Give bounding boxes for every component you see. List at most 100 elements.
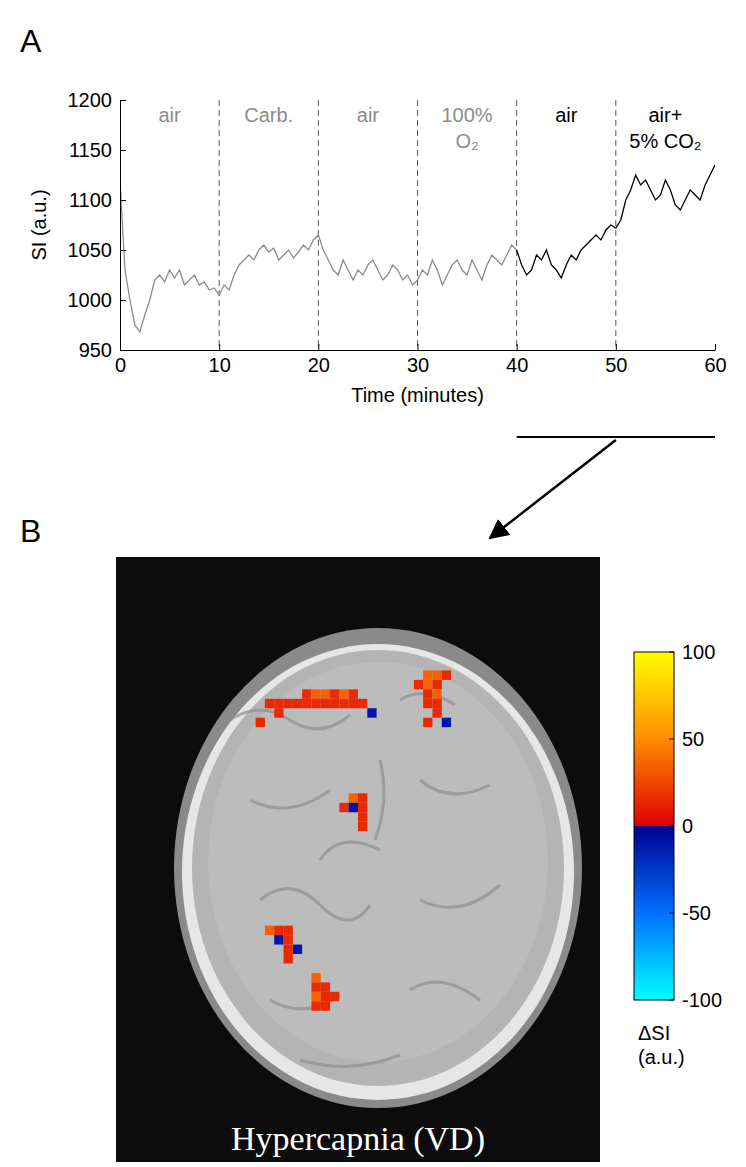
tick: 30: [407, 344, 429, 376]
voxel: [414, 680, 423, 689]
tick-label: 50: [605, 354, 627, 376]
axis-line: [121, 350, 716, 351]
voxel: [311, 689, 320, 698]
tick-mark: [120, 250, 126, 251]
voxel: [311, 1001, 320, 1010]
colorbar-tick: [669, 913, 674, 914]
highlight-range: [517, 436, 715, 438]
segment-label: air: [158, 104, 181, 126]
tick-label: 60: [704, 354, 726, 376]
voxel: [311, 973, 320, 982]
tick-label: 1150: [69, 139, 112, 161]
brain-texture: [375, 760, 384, 840]
voxel: [432, 680, 441, 689]
brain-texture: [410, 982, 480, 1000]
panel-letter: B: [20, 513, 41, 549]
colorbar-tick-label: -50: [682, 902, 711, 924]
voxel: [321, 689, 330, 698]
tick-label: 1200: [68, 89, 113, 111]
voxel: [256, 718, 265, 727]
segment-label-line: O₂: [455, 130, 478, 152]
tick: 60: [704, 344, 726, 376]
voxel: [432, 689, 441, 698]
tick-label: 10: [209, 354, 231, 376]
tick: 1050: [68, 239, 127, 261]
tick-mark: [517, 344, 518, 350]
segment-label-line: 100%: [442, 104, 493, 126]
tick-label: 1000: [68, 289, 113, 311]
voxel: [321, 982, 330, 991]
x-axis-title: Time (minutes): [351, 384, 484, 406]
tick-mark: [318, 344, 319, 350]
segment-divider: [219, 100, 220, 350]
segment-label-line: air: [555, 104, 578, 126]
voxel: [293, 699, 302, 708]
voxel: [274, 708, 283, 717]
voxel: [339, 699, 348, 708]
y-axis-title: SI (a.u.): [28, 189, 50, 260]
colorbar-tick: [669, 739, 674, 740]
voxel: [330, 689, 339, 698]
segment-label-line: Carb.: [244, 104, 293, 126]
figure: A950100010501100115012000102030405060SI …: [0, 0, 746, 1167]
tick-mark: [219, 344, 220, 350]
voxel: [302, 699, 311, 708]
voxel: [442, 670, 451, 679]
tick-mark: [120, 100, 126, 101]
voxel: [432, 670, 441, 679]
tick: 0: [115, 344, 126, 376]
segment-divider: [516, 100, 517, 350]
voxel: [274, 935, 283, 944]
voxel: [311, 699, 320, 708]
segment-label: air: [555, 104, 578, 126]
colorbar-tick: [669, 826, 674, 827]
mri-image: [116, 557, 600, 1162]
voxel: [358, 793, 367, 802]
series-line: [120, 180, 517, 332]
plot-area: [120, 100, 715, 350]
tick: 1200: [68, 89, 127, 111]
segment-label-line: air: [357, 104, 380, 126]
colorbar-tick: [669, 652, 674, 653]
segment-divider: [318, 100, 319, 350]
tick-label: 1050: [68, 239, 113, 261]
voxel: [330, 992, 339, 1001]
segment-label-line: air: [158, 104, 181, 126]
segment-label: air+5% CO₂: [629, 104, 701, 152]
tick-mark: [120, 150, 126, 151]
tick-mark: [418, 344, 419, 350]
segment-label: Carb.: [244, 104, 293, 126]
brain-texture: [300, 1055, 400, 1066]
voxel: [442, 718, 451, 727]
colorbar-tick-label: 100: [682, 641, 715, 663]
colorbar: [634, 652, 674, 1000]
colorbar-tick: [669, 1000, 674, 1001]
segment-label: 100% O₂: [442, 104, 493, 152]
segment-label-line: air+: [648, 104, 682, 126]
x-axis: 0102030405060: [115, 344, 727, 376]
series-line: [517, 165, 715, 278]
tick-label: 30: [407, 354, 429, 376]
voxel: [330, 699, 339, 708]
brain-inner: [208, 662, 548, 1062]
voxel: [265, 926, 274, 935]
brain-texture: [230, 710, 350, 729]
brain: [192, 650, 564, 1086]
voxel: [432, 708, 441, 717]
arrow: [490, 440, 616, 538]
head-outer: [174, 628, 582, 1108]
voxel: [339, 803, 348, 812]
voxel: [274, 699, 283, 708]
tick: 1150: [69, 139, 126, 161]
voxel: [284, 935, 293, 944]
brain-texture: [420, 780, 490, 794]
tick-label: 1100: [69, 189, 112, 211]
voxel: [349, 699, 358, 708]
segment-divider: [417, 100, 418, 350]
voxel: [349, 689, 358, 698]
tick-label: 20: [308, 354, 330, 376]
colorbar-label: ΔSI: [638, 1022, 670, 1044]
brain-texture: [420, 885, 500, 907]
voxel: [423, 689, 432, 698]
tick: 10: [209, 344, 231, 376]
